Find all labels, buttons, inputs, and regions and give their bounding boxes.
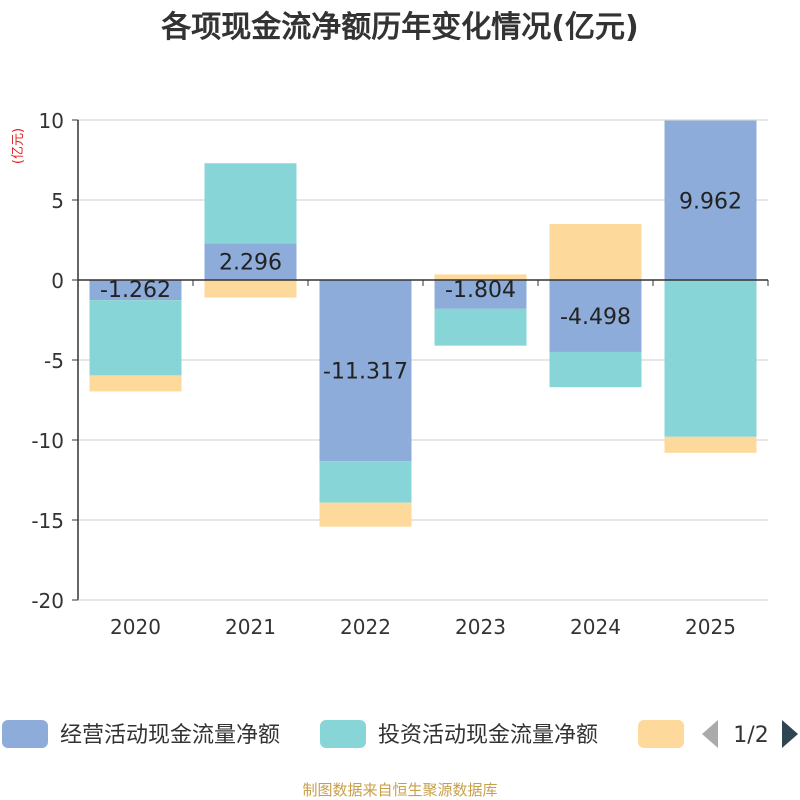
x-tick-label: 2022 xyxy=(340,615,391,639)
bar-2022-series-3 xyxy=(319,502,412,527)
data-label: -1.262 xyxy=(100,278,171,303)
y-tick-label: -15 xyxy=(31,509,64,533)
y-axis-unit: (亿元) xyxy=(11,128,26,164)
bar-2022-series-1 xyxy=(319,280,412,462)
y-tick-label: -10 xyxy=(31,429,64,453)
bar-2024-series-2 xyxy=(549,351,642,388)
bar-2023-series-1 xyxy=(434,280,527,309)
x-tick-label: 2024 xyxy=(570,615,621,639)
data-labels: -1.262 2.296 -11.317 -1.804 -4.498 9.962 xyxy=(100,189,742,384)
y-tick-label: 10 xyxy=(39,109,64,133)
bar-2022-series-2 xyxy=(319,461,412,503)
y-tick-label: 0 xyxy=(51,269,64,293)
data-label: 9.962 xyxy=(679,189,742,214)
x-tick-label: 2023 xyxy=(455,615,506,639)
x-tick-label: 2025 xyxy=(685,615,736,639)
bar-2024-series-3 xyxy=(549,224,642,280)
x-tick-label: 2021 xyxy=(225,615,276,639)
data-label: -11.317 xyxy=(323,360,408,385)
y-tick-label: 5 xyxy=(51,189,64,213)
chart-title: 各项现金流净额历年变化情况(亿元) xyxy=(160,10,638,45)
bars xyxy=(89,120,757,527)
bar-2025-series-3 xyxy=(664,436,757,453)
bar-2021-series-1 xyxy=(204,243,297,280)
bar-2025-series-1 xyxy=(664,120,757,280)
bar-2023-series-2 xyxy=(434,308,527,346)
data-label: -1.804 xyxy=(445,278,516,303)
axes: 10 5 0 -5 -10 -15 -20 2020 2021 2022 2023 2024 2025 xyxy=(31,109,769,639)
x-tick-label: 2020 xyxy=(110,615,161,639)
legend-label[interactable]: 投资活动现金流量净额 xyxy=(378,723,598,748)
data-label: -4.498 xyxy=(560,305,631,330)
y-tick-label: -5 xyxy=(44,349,64,373)
bar-2020-series-1 xyxy=(89,280,182,301)
bar-2021-series-3 xyxy=(204,280,297,298)
y-tick-label: -20 xyxy=(31,589,64,613)
bar-2023-series-3 xyxy=(434,274,527,280)
legend-label[interactable]: 经营活动现金流量净额 xyxy=(60,723,280,748)
legend-swatch[interactable] xyxy=(2,720,48,748)
legend-prev-page-icon[interactable] xyxy=(702,720,718,748)
legend-next-page-icon[interactable] xyxy=(782,720,798,748)
legend-page-indicator: 1/2 xyxy=(733,723,768,748)
legend: 经营活动现金流量净额 投资活动现金流量净额 1/2 xyxy=(2,720,798,748)
legend-swatch[interactable] xyxy=(320,720,366,748)
bar-2020-series-2 xyxy=(89,300,182,376)
source-note: 制图数据来自恒生聚源数据库 xyxy=(302,781,497,799)
bar-2021-series-2 xyxy=(204,163,297,244)
bar-2024-series-1 xyxy=(549,280,642,352)
bar-2020-series-3 xyxy=(89,375,182,392)
legend-swatch[interactable] xyxy=(638,720,684,748)
bar-2025-series-2 xyxy=(664,280,757,437)
data-label: 2.296 xyxy=(219,251,282,276)
